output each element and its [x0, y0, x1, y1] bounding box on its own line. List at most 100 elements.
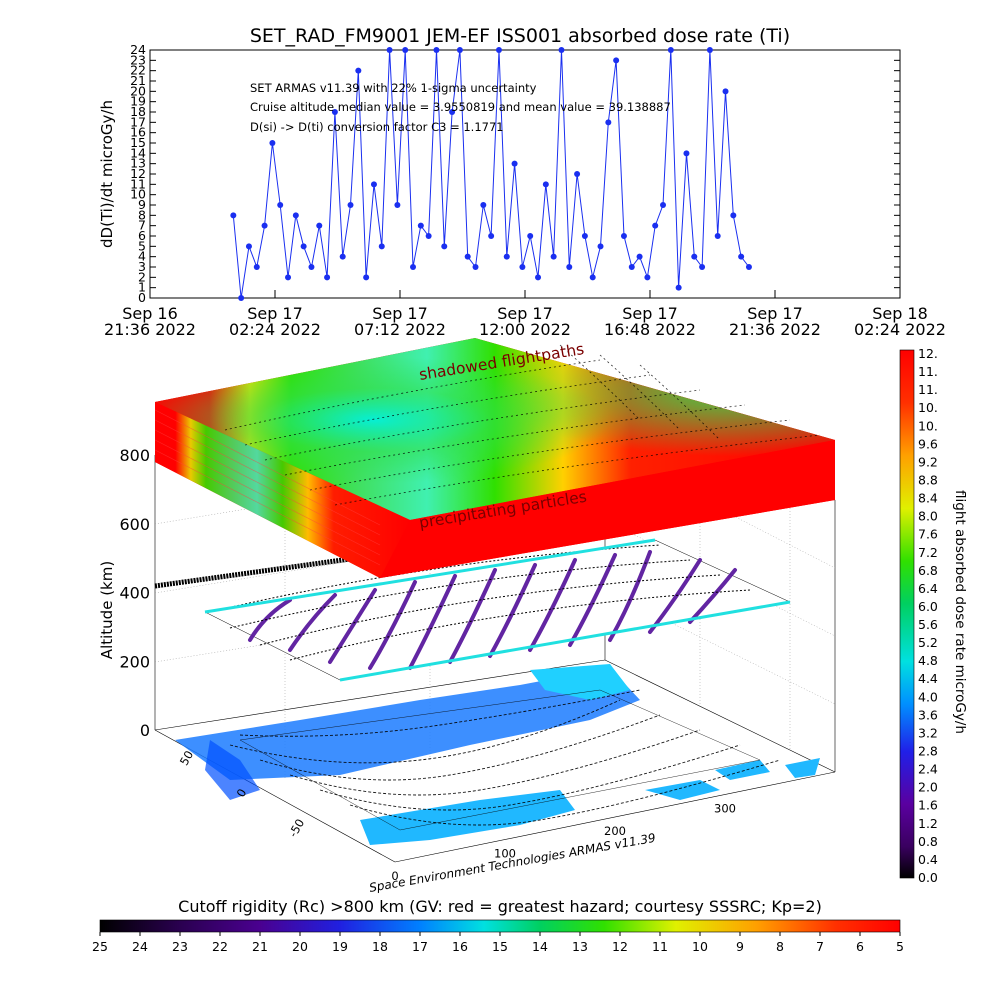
rigidity-tick-label: 12 — [612, 939, 628, 954]
rigidity-tick-label: 7 — [816, 939, 824, 954]
data-point — [597, 243, 604, 250]
colorbar-tick-label: 8.4 — [918, 491, 938, 506]
data-point — [745, 264, 752, 270]
colorbar-tick-label: 0.4 — [918, 852, 938, 867]
rigidity-tick-label: 15 — [492, 939, 508, 954]
colorbar-tick-label: 5.2 — [918, 635, 938, 650]
data-point — [589, 274, 596, 281]
y-tick-label: 5 — [138, 238, 146, 253]
data-point — [495, 47, 502, 53]
colorbar-tick-label: 2.4 — [918, 762, 938, 777]
colorbar-tick-label: 5.6 — [918, 617, 938, 632]
data-point — [308, 264, 315, 270]
y-tick-label: 16 — [130, 125, 146, 140]
data-point — [355, 67, 362, 74]
rigidity-tick-label: 17 — [412, 939, 428, 954]
precipitating-particles-slab — [154, 338, 835, 578]
x-tick-label-date: Sep 16 — [122, 304, 178, 323]
rigidity-tick-label: 23 — [172, 939, 188, 954]
rigidity-colorbar — [99, 919, 901, 933]
data-point — [527, 233, 534, 239]
data-point — [316, 222, 323, 229]
colorbar-tick-label: 12. — [918, 346, 938, 361]
data-point — [238, 295, 245, 301]
data-point — [433, 47, 440, 53]
data-point — [347, 202, 354, 208]
data-point — [449, 109, 456, 115]
data-point — [722, 88, 729, 95]
colorbar-tick-label: 7.2 — [918, 545, 938, 560]
rigidity-tick-label: 24 — [132, 939, 148, 954]
x-tick-label-time: 02:24 2022 — [229, 320, 321, 339]
y-tick-label: 3 — [138, 259, 146, 274]
data-point — [730, 212, 737, 219]
y-tick-label: 15 — [130, 135, 146, 150]
dose-colorbar — [899, 349, 915, 879]
rigidity-tick-label: 21 — [252, 939, 268, 954]
latitude-tick-label: -50 — [286, 816, 308, 839]
data-point — [370, 181, 377, 188]
y-tick-label: 4 — [138, 249, 146, 264]
x-tick-label-time: 12:00 2022 — [479, 320, 571, 339]
longitude-tick-label: 300 — [714, 802, 736, 816]
colorbar-tick-label: 11. — [918, 382, 938, 397]
rigidity-tick-label: 22 — [212, 939, 228, 954]
data-point — [683, 150, 690, 157]
data-point — [628, 264, 635, 270]
x-tick-label-date: Sep 17 — [372, 304, 428, 323]
y-tick-label: 14 — [130, 145, 146, 160]
data-point — [269, 140, 276, 146]
rigidity-tick-label: 25 — [92, 939, 108, 954]
data-point — [261, 222, 268, 229]
colorbar-tick-label: 6.0 — [918, 599, 938, 614]
top-chart-title: SET_RAD_FM9001 JEM-EF ISS001 absorbed do… — [250, 25, 790, 47]
colorbar-tick-label: 3.2 — [918, 725, 938, 740]
y-tick-label: 1 — [138, 280, 146, 295]
data-point — [245, 243, 252, 250]
data-point — [660, 202, 667, 208]
data-point — [542, 181, 549, 188]
rigidity-title: Cutoff rigidity (Rc) >800 km (GV: red = … — [178, 897, 822, 916]
altitude-tick-label: 800 — [119, 446, 150, 465]
colorbar-tick-label: 6.8 — [918, 563, 938, 578]
x-tick-label-time: 07:12 2022 — [354, 320, 446, 339]
colorbar-tick-label: 2.8 — [918, 744, 938, 759]
x-tick-label-date: Sep 18 — [872, 304, 928, 323]
colorbar-tick-label: 3.6 — [918, 707, 938, 722]
data-point — [425, 233, 432, 239]
altitude-tick-label: 200 — [119, 652, 150, 671]
data-point — [386, 47, 393, 53]
dose-colorbar-label: flight absorbed dose rate microGy/h — [952, 490, 968, 734]
dose-rate-series — [230, 47, 752, 301]
data-point — [714, 233, 721, 239]
colorbar-tick-label: 0.0 — [918, 870, 938, 885]
altitude-tick-label: 0 — [140, 721, 150, 740]
scene-3d: shadowed flightpaths precipitating parti… — [154, 338, 836, 863]
altitude-axis-label: Altitude (km) — [98, 561, 116, 659]
data-point — [410, 264, 417, 270]
data-point — [566, 264, 573, 270]
data-point — [738, 253, 745, 260]
longitude-tick-label: 200 — [604, 824, 626, 838]
rigidity-tick-label: 14 — [532, 939, 548, 954]
data-point — [417, 222, 424, 229]
y-tick-label: 2 — [138, 269, 146, 284]
y-tick-label: 8 — [138, 207, 146, 222]
data-point — [503, 253, 510, 260]
colorbar-tick-label: 2.0 — [918, 780, 938, 795]
latitude-tick-label: 50 — [177, 748, 196, 768]
x-tick-label-date: Sep 17 — [497, 304, 553, 323]
altitude-tick-label: 600 — [119, 515, 150, 534]
colorbar-tick-label: 11. — [918, 364, 938, 379]
y-tick-label: 6 — [138, 228, 146, 243]
colorbar-tick-label: 1.2 — [918, 816, 938, 831]
data-point — [378, 243, 385, 250]
data-point — [394, 202, 401, 208]
data-point — [605, 119, 612, 126]
data-point — [402, 47, 409, 53]
x-tick-label-date: Sep 17 — [622, 304, 678, 323]
colorbar-tick-label: 9.2 — [918, 454, 938, 469]
